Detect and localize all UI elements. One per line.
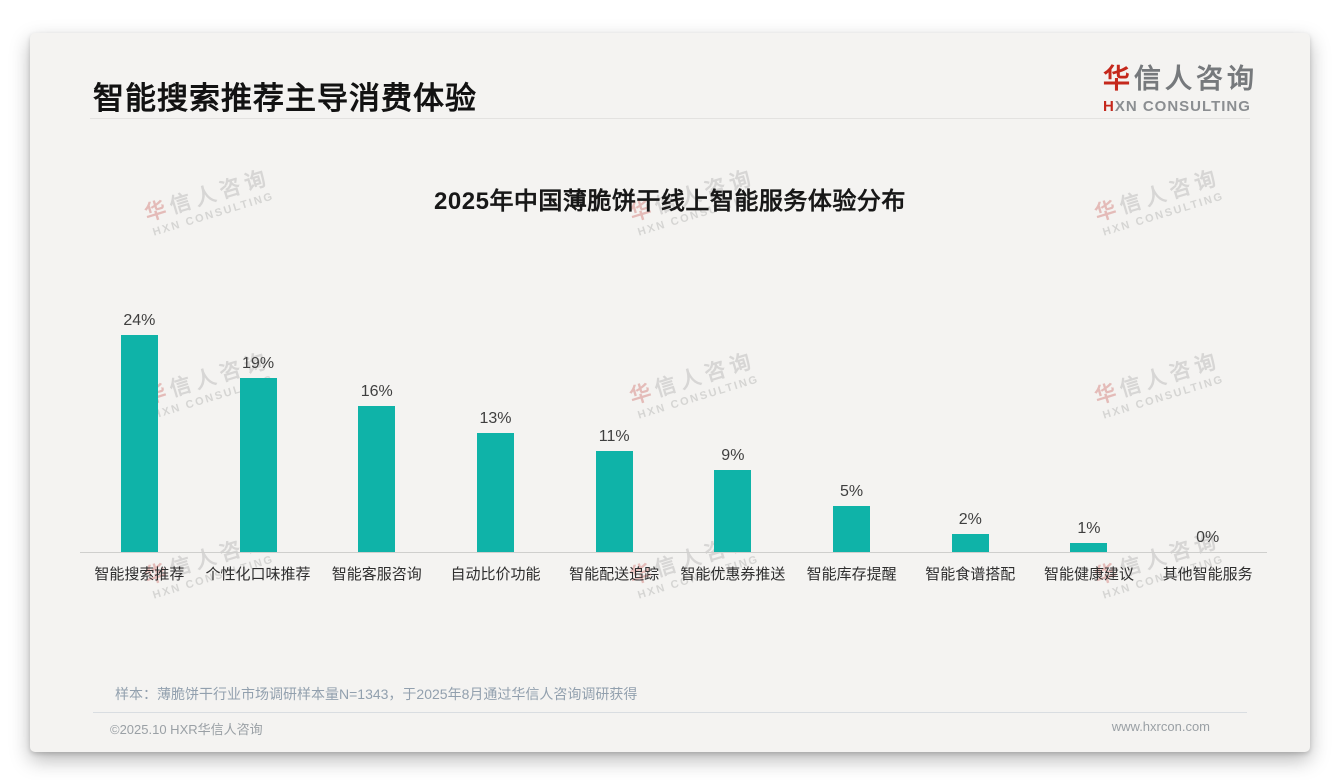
- x-axis-label: 智能配送追踪: [569, 566, 660, 583]
- bar-value-label: 11%: [598, 428, 630, 446]
- bar-value-label: 2%: [958, 510, 982, 528]
- bar-value-label: 19%: [242, 355, 275, 373]
- bar: [120, 335, 158, 552]
- bar-group: 16%: [317, 312, 436, 552]
- bar-group: 11%: [555, 312, 674, 552]
- x-axis-labels: 智能搜索推荐 个性化口味推荐 智能客服咨询 自动比价功能 智能配送追踪 智能优惠券推送 智能…: [80, 563, 1267, 584]
- x-axis-label: 其他智能服务: [1162, 566, 1253, 583]
- logo-en-text: HXN CONSULTING: [1103, 98, 1251, 115]
- bar-group: 0%: [1148, 312, 1267, 552]
- x-axis-label: 智能健康建议: [1043, 566, 1134, 583]
- bar-value-label: 5%: [840, 483, 864, 501]
- bar: [714, 469, 752, 552]
- bar-group: 19%: [199, 312, 318, 552]
- bar: [595, 451, 633, 552]
- bar-group: 1%: [1030, 312, 1149, 552]
- bar: [358, 405, 396, 552]
- plot-area: 24% 19% 16% 13% 11% 9% 5% 2% 1% 0%: [80, 312, 1267, 552]
- x-axis-line: [80, 552, 1267, 553]
- bar: [951, 533, 989, 552]
- bar: [476, 433, 514, 552]
- bar: [1070, 542, 1108, 552]
- x-axis-label: 智能客服咨询: [331, 566, 422, 583]
- sample-footnote: 样本：薄脆饼干行业市场调研样本量N=1343，于2025年8月通过华信人咨询调研…: [115, 686, 638, 702]
- bar-value-label: 24%: [123, 312, 156, 329]
- page-title: 智能搜索推荐主导消费体验: [93, 81, 477, 116]
- bar-value-label: 13%: [479, 410, 512, 428]
- x-axis-label: 自动比价功能: [450, 566, 541, 583]
- report-card: 华信人咨询 HXN CONSULTING 华信人咨询 HXN CONSULTING 华信…: [30, 33, 1310, 752]
- chart-title: 2025年中国薄脆饼干线上智能服务体验分布: [434, 188, 906, 215]
- bar-group: 24%: [80, 312, 199, 552]
- bar-group: 13%: [436, 312, 555, 552]
- x-axis-label: 智能库存提醒: [806, 566, 897, 583]
- x-axis-label: 个性化口味推荐: [205, 566, 311, 583]
- footer-copyright: ©2025.10 HXR华信人咨询: [110, 722, 263, 737]
- bar-group: 5%: [792, 312, 911, 552]
- bar-value-label: 0%: [1196, 529, 1220, 546]
- x-axis-label: 智能优惠券推送: [680, 566, 786, 583]
- bar-group: 9%: [674, 312, 793, 552]
- footer-website: www.hxrcon.com: [1111, 719, 1210, 734]
- company-logo: 华信人咨询 HXN CONSULTING: [1103, 57, 1258, 115]
- bar-group: 2%: [911, 312, 1030, 552]
- bar-value-label: 9%: [721, 446, 745, 464]
- bar-value-label: 1%: [1077, 519, 1101, 537]
- x-axis-label: 智能搜索推荐: [94, 566, 185, 583]
- logo-cn-text: 华信人咨询: [1103, 64, 1258, 94]
- footer-divider: [93, 712, 1247, 713]
- x-axis-label: 智能食谱搭配: [925, 566, 1016, 583]
- header-divider: [90, 118, 1250, 119]
- bar: [239, 378, 277, 552]
- bar-value-label: 16%: [360, 382, 393, 400]
- bar: [833, 506, 871, 552]
